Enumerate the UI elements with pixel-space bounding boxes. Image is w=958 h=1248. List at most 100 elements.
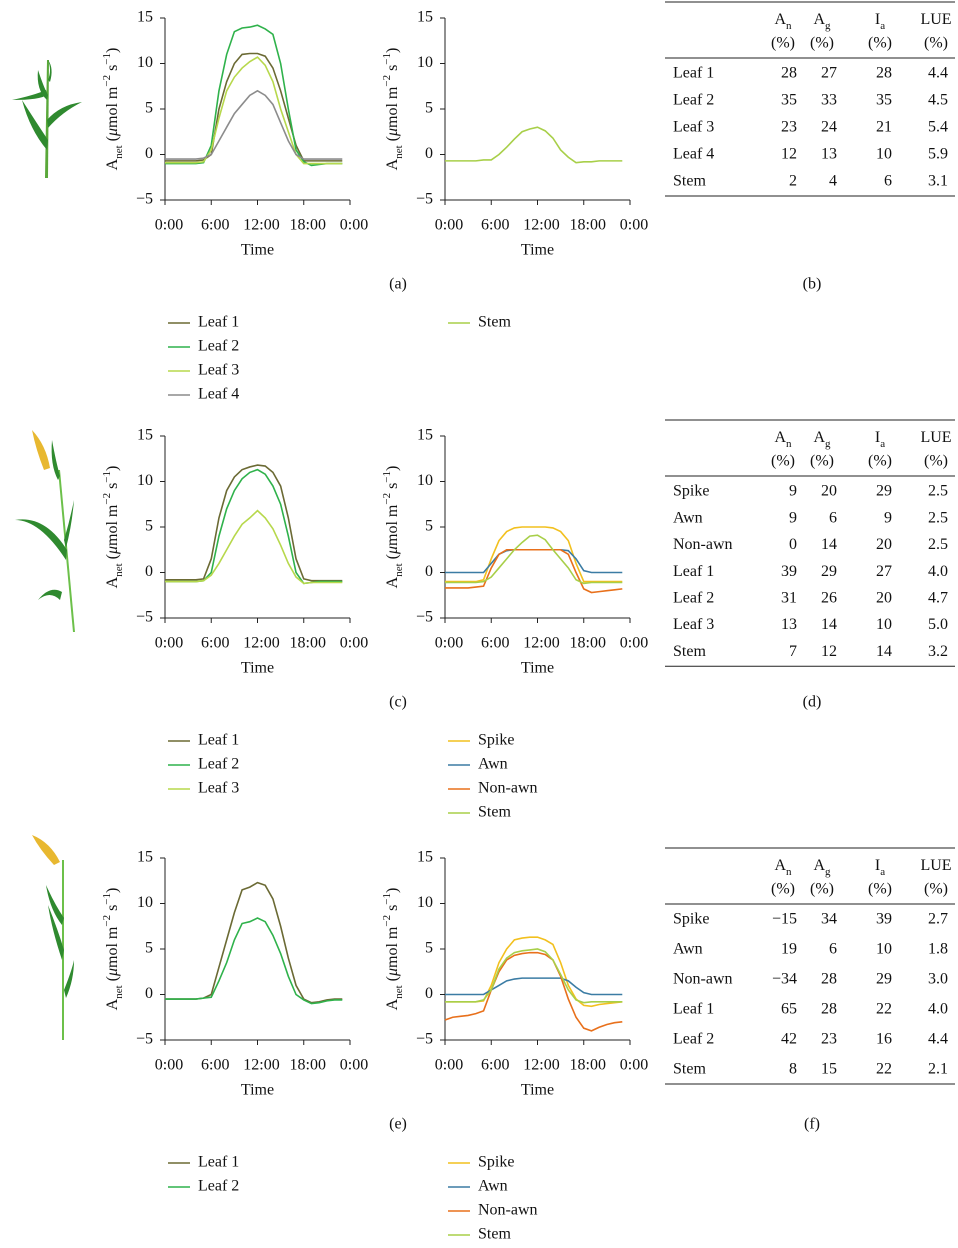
y-tick-label: 15: [417, 849, 433, 866]
y-tick-label: 15: [417, 9, 433, 26]
table-cell: 5.4: [928, 119, 948, 136]
panel-label: (e): [389, 1116, 407, 1133]
table-header-subscript: n: [786, 866, 792, 878]
data-line: [165, 57, 342, 163]
table-header-unit: (%): [771, 35, 795, 52]
data-line: [165, 465, 342, 581]
legend-label: Leaf 1: [198, 314, 239, 331]
table-row-label: Spike: [673, 911, 709, 928]
table-header-unit: (%): [771, 453, 795, 470]
y-axis-label-part: −1: [101, 893, 113, 905]
y-axis-label-part: A: [384, 998, 401, 1010]
table-cell: 14: [821, 536, 837, 553]
y-axis-label-part: ): [104, 888, 121, 893]
table-header-symbol: A: [774, 11, 786, 28]
table-header-unit: (%): [771, 881, 795, 898]
y-axis-label-part: −1: [381, 893, 393, 905]
table-header: Ia: [875, 11, 885, 32]
y-tick-label: 10: [417, 54, 433, 71]
table-cell: 12: [821, 643, 837, 660]
table-cell: 20: [821, 483, 837, 500]
table-cell: 9: [789, 483, 797, 500]
table-header: LUE: [920, 857, 951, 874]
legend-label: Non-awn: [478, 1202, 538, 1219]
y-tick-label: 0: [425, 563, 433, 580]
table-row-label: Stem: [673, 1061, 706, 1078]
table-cell: 14: [876, 643, 892, 660]
table-row-label: Stem: [673, 173, 706, 190]
legend-label: Leaf 3: [198, 362, 239, 379]
table-cell: 12: [781, 146, 797, 163]
y-axis-label-part: ): [104, 466, 121, 471]
x-tick-label: 12:00: [523, 1057, 559, 1074]
x-tick-label: 18:00: [570, 217, 606, 234]
x-tick-label: 0:00: [340, 1057, 368, 1074]
x-tick-label: 0:00: [155, 635, 183, 652]
table-header-subscript: n: [786, 20, 792, 32]
y-axis-label: Anet (μmol m−2 s−1): [101, 888, 125, 1011]
y-tick-label: 15: [417, 427, 433, 444]
table-cell: 26: [821, 589, 837, 606]
y-axis-label-part: mol m: [384, 86, 401, 128]
table-cell: 34: [821, 911, 837, 928]
table-cell: 3.2: [928, 643, 948, 660]
y-tick-label: 10: [137, 54, 153, 71]
data-line: [445, 978, 622, 994]
y-axis-label-part: ): [384, 48, 401, 53]
legend-label: Leaf 2: [198, 1178, 239, 1195]
table-cell: 4.5: [928, 92, 948, 109]
table-header-unit: (%): [810, 453, 834, 470]
table-cell: 2.7: [928, 911, 948, 928]
x-axis-label: Time: [241, 660, 274, 677]
y-tick-label: −5: [136, 609, 153, 626]
table-cell: 3.0: [928, 971, 948, 988]
legend-label: Spike: [478, 732, 514, 749]
table-cell: 2.1: [928, 1061, 948, 1078]
y-axis-label-part: ): [384, 888, 401, 893]
x-tick-label: 0:00: [620, 635, 648, 652]
y-axis-label-part: (: [384, 554, 401, 563]
y-tick-label: 15: [137, 9, 153, 26]
legend-label: Awn: [478, 756, 508, 773]
table-cell: 39: [781, 563, 797, 580]
table-header: An: [774, 11, 792, 32]
x-tick-label: 0:00: [155, 1057, 183, 1074]
x-tick-label: 0:00: [620, 217, 648, 234]
y-axis-label-part: μ: [384, 546, 401, 555]
table-cell: 28: [781, 65, 797, 82]
table-header-unit: (%): [810, 35, 834, 52]
y-axis-label-part: mol m: [104, 86, 121, 128]
table-header-unit: (%): [868, 453, 892, 470]
y-axis-label-part: (: [104, 136, 121, 145]
y-tick-label: −5: [416, 191, 433, 208]
y-axis-label: Anet (μmol m−2 s−1): [381, 888, 405, 1011]
y-axis-label-part: ): [104, 48, 121, 53]
table-cell: 0: [789, 536, 797, 553]
x-tick-label: 12:00: [243, 635, 279, 652]
table-header-unit: (%): [868, 35, 892, 52]
table-header-symbol: A: [813, 857, 825, 874]
table-cell: 65: [781, 1001, 797, 1018]
table-cell: 20: [876, 536, 892, 553]
y-tick-label: 5: [425, 518, 433, 535]
table-cell: 23: [781, 119, 797, 136]
table-cell: 28: [876, 65, 892, 82]
figure: −50510150:006:0012:0018:000:00TimeAnet (…: [0, 0, 958, 1248]
table-row-label: Leaf 2: [673, 1031, 714, 1048]
table-cell: 2.5: [928, 536, 948, 553]
table-cell: 27: [876, 563, 892, 580]
table-cell: 19: [781, 941, 797, 958]
y-axis-label-part: net: [393, 985, 405, 998]
x-axis-label: Time: [241, 242, 274, 259]
y-axis-label-part: −2: [101, 75, 113, 87]
table-cell: 23: [821, 1031, 837, 1048]
y-axis-label-part: −1: [101, 53, 113, 65]
table-header-symbol: A: [813, 429, 825, 446]
table-cell: 29: [876, 971, 892, 988]
table-row-label: Awn: [673, 509, 703, 526]
table-header: Ia: [875, 429, 885, 450]
table-header-symbol: A: [813, 11, 825, 28]
table-header-subscript: a: [880, 866, 885, 878]
table-cell: 4.4: [928, 1031, 948, 1048]
x-axis-label: Time: [521, 660, 554, 677]
